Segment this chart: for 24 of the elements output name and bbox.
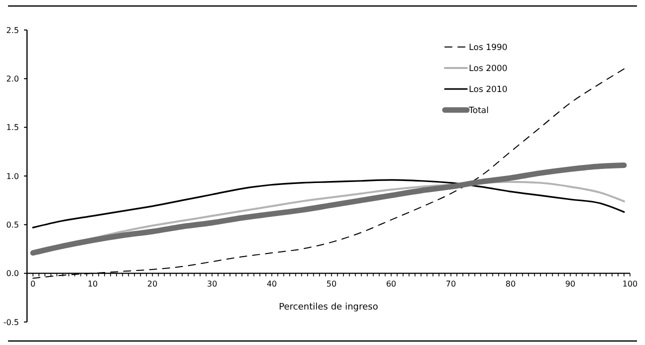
- x-tick-label: 30: [206, 279, 218, 288]
- legend-label: Los 1990: [468, 42, 508, 53]
- x-tick-label: 20: [147, 279, 158, 288]
- legend-label: Total: [468, 106, 489, 116]
- x-tick-label: 0: [30, 279, 36, 288]
- x-tick-label: 50: [326, 279, 337, 288]
- x-tick-label: 40: [266, 279, 277, 288]
- x-tick-label: 90: [565, 279, 576, 288]
- x-tick-label: 60: [386, 279, 396, 288]
- y-tick-label: 1.0: [6, 172, 19, 181]
- x-tick-label: 10: [88, 279, 98, 288]
- legend-label: Los 2010: [468, 84, 508, 95]
- y-tick-label: 2.0: [6, 74, 19, 84]
- y-tick-label: -0.5: [3, 318, 19, 327]
- legend-label: Los 2000: [468, 64, 508, 74]
- y-tick-label: 2.5: [6, 26, 19, 35]
- x-tick-label: 80: [506, 279, 516, 288]
- y-tick-label: 1.5: [6, 123, 19, 132]
- y-tick-label: 0.0: [6, 269, 19, 278]
- line-series: [32, 179, 625, 228]
- x-tick-label: 70: [446, 279, 456, 288]
- y-tick-label: 0.5: [6, 220, 19, 230]
- x-tick-label: 100: [622, 279, 638, 288]
- x-axis-title: Percentiles de ingreso: [278, 302, 379, 312]
